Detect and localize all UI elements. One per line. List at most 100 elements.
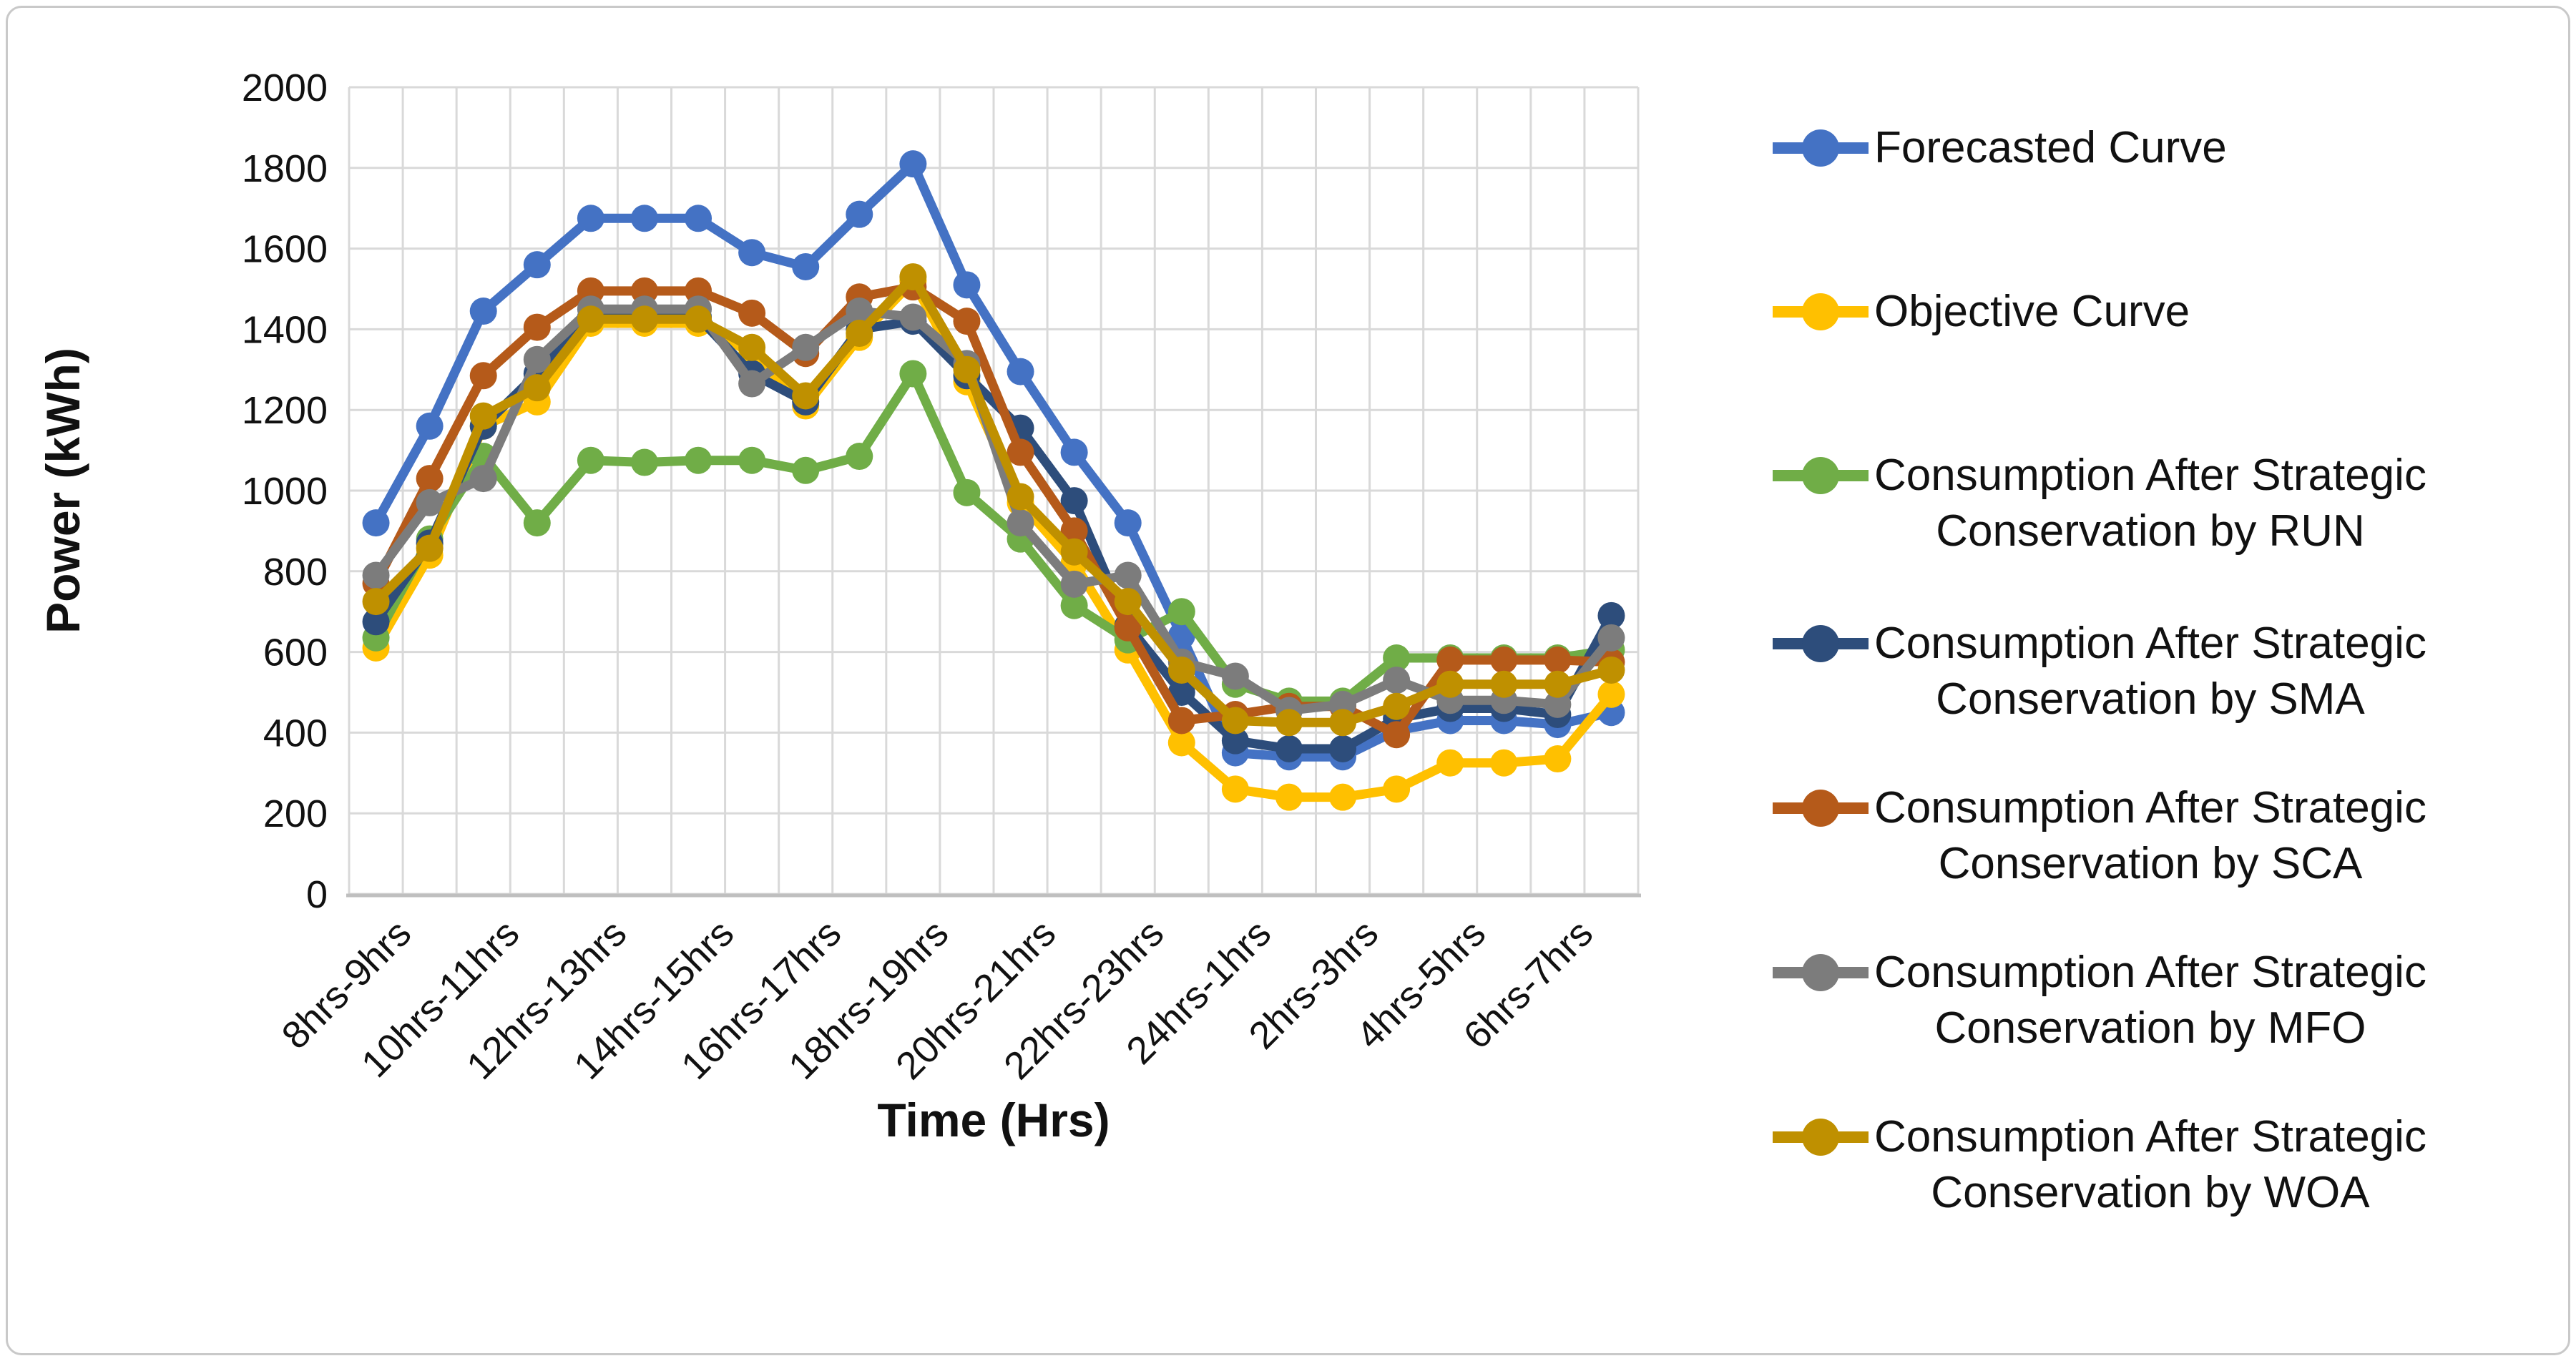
- legend-swatch-line-icon: [1773, 293, 1869, 330]
- legend-label: Consumption After Strategic Conservation …: [1874, 780, 2426, 892]
- series-marker-consumption-after-strategic-conservation-by-mfo: [469, 465, 497, 493]
- series-marker-forecasted-curve: [1114, 509, 1142, 537]
- series-marker-consumption-after-strategic-conservation-by-woa: [469, 402, 497, 430]
- legend-swatch-line-icon: [1773, 625, 1869, 662]
- series-marker-consumption-after-strategic-conservation-by-mfo: [1114, 561, 1142, 589]
- series-marker-consumption-after-strategic-conservation-by-woa: [685, 305, 712, 333]
- series-marker-forecasted-curve: [846, 200, 873, 228]
- legend-label: Objective Curve: [1874, 284, 2190, 340]
- legend-swatch-line-icon: [1773, 954, 1869, 991]
- series-marker-consumption-after-strategic-conservation-by-sca: [416, 465, 444, 493]
- series-marker-consumption-after-strategic-conservation-by-woa: [1490, 670, 1518, 698]
- legend-label: Consumption After Strategic Conservation …: [1874, 1109, 2426, 1221]
- series-marker-consumption-after-strategic-conservation-by-woa: [1544, 670, 1572, 698]
- y-tick-label: 600: [263, 632, 328, 674]
- series-marker-consumption-after-strategic-conservation-by-woa: [630, 305, 658, 333]
- series-marker-consumption-after-strategic-conservation-by-woa: [738, 333, 766, 361]
- series-marker-consumption-after-strategic-conservation-by-run: [846, 443, 873, 471]
- series-marker-forecasted-curve: [469, 298, 497, 325]
- series-marker-consumption-after-strategic-conservation-by-sma: [362, 608, 390, 636]
- series-marker-consumption-after-strategic-conservation-by-mfo: [1221, 662, 1249, 690]
- series-marker-consumption-after-strategic-conservation-by-woa: [846, 320, 873, 348]
- series-marker-consumption-after-strategic-conservation-by-sca: [1490, 646, 1518, 674]
- series-marker-consumption-after-strategic-conservation-by-woa: [1060, 538, 1088, 566]
- series-marker-consumption-after-strategic-conservation-by-run: [953, 478, 981, 506]
- legend-label-line1: Consumption After Strategic: [1874, 619, 2426, 668]
- series-marker-forecasted-curve: [738, 239, 766, 267]
- series-marker-forecasted-curve: [685, 205, 712, 232]
- series-marker-forecasted-curve: [523, 251, 551, 279]
- series-marker-consumption-after-strategic-conservation-by-woa: [1275, 709, 1303, 737]
- series-marker-consumption-after-strategic-conservation-by-mfo: [899, 303, 927, 331]
- legend-swatch-line-icon: [1773, 129, 1869, 167]
- y-tick-label: 2000: [242, 67, 328, 109]
- series-marker-consumption-after-strategic-conservation-by-woa: [1007, 483, 1034, 511]
- series-marker-consumption-after-strategic-conservation-by-sma: [1221, 727, 1249, 755]
- series-marker-consumption-after-strategic-conservation-by-sma: [1329, 734, 1357, 762]
- legend-label-line2: Conservation by SCA: [1938, 839, 2363, 888]
- legend-item-1: Forecasted Curve: [1773, 120, 2227, 176]
- series-marker-objective-curve: [1329, 783, 1357, 811]
- series-marker-consumption-after-strategic-conservation-by-woa: [1114, 588, 1142, 616]
- series-marker-forecasted-curve: [416, 412, 444, 440]
- series-marker-consumption-after-strategic-conservation-by-mfo: [362, 561, 390, 589]
- series-marker-consumption-after-strategic-conservation-by-woa: [953, 355, 981, 383]
- legend-label: Consumption After Strategic Conservation …: [1874, 616, 2426, 727]
- series-marker-consumption-after-strategic-conservation-by-sma: [1060, 487, 1088, 515]
- legend-label-line2: Conservation by WOA: [1931, 1168, 2370, 1217]
- series-marker-consumption-after-strategic-conservation-by-mfo: [1544, 690, 1572, 718]
- series-marker-consumption-after-strategic-conservation-by-mfo: [738, 370, 766, 398]
- legend-label: Consumption After Strategic Conservation …: [1874, 945, 2426, 1056]
- y-tick-label: 1800: [242, 147, 328, 190]
- series-marker-consumption-after-strategic-conservation-by-run: [1060, 591, 1088, 619]
- series-marker-consumption-after-strategic-conservation-by-run: [1167, 598, 1195, 626]
- series-marker-forecasted-curve: [953, 271, 981, 299]
- series-marker-forecasted-curve: [899, 150, 927, 178]
- legend-label-line1: Consumption After Strategic: [1874, 783, 2426, 832]
- legend-label-line1: Forecasted Curve: [1874, 123, 2227, 172]
- series-marker-consumption-after-strategic-conservation-by-sca: [1114, 614, 1142, 642]
- y-tick-label: 1400: [242, 308, 328, 351]
- series-marker-forecasted-curve: [792, 252, 820, 280]
- series-marker-consumption-after-strategic-conservation-by-woa: [1221, 707, 1249, 734]
- series-marker-consumption-after-strategic-conservation-by-run: [738, 446, 766, 474]
- legend-item-2: Objective Curve: [1773, 284, 2190, 340]
- series-marker-consumption-after-strategic-conservation-by-woa: [1436, 670, 1464, 698]
- series-marker-forecasted-curve: [577, 205, 604, 232]
- series-marker-consumption-after-strategic-conservation-by-sma: [1597, 601, 1625, 629]
- series-marker-objective-curve: [1221, 775, 1249, 803]
- series-marker-consumption-after-strategic-conservation-by-sca: [738, 299, 766, 327]
- series-marker-consumption-after-strategic-conservation-by-woa: [1167, 656, 1195, 684]
- legend-label-line1: Consumption After Strategic: [1874, 948, 2426, 997]
- series-marker-objective-curve: [1544, 745, 1572, 773]
- y-tick-label: 1200: [242, 389, 328, 432]
- y-tick-label: 800: [263, 551, 328, 594]
- legend-swatch-line-icon: [1773, 1119, 1869, 1156]
- legend-label-line2: Conservation by MFO: [1934, 1003, 2366, 1053]
- series-marker-consumption-after-strategic-conservation-by-run: [523, 509, 551, 537]
- series-marker-consumption-after-strategic-conservation-by-sca: [1436, 646, 1464, 674]
- series-marker-objective-curve: [1597, 680, 1625, 708]
- legend-swatch-line-icon: [1773, 457, 1869, 494]
- y-tick-label: 1600: [242, 228, 328, 271]
- series-marker-consumption-after-strategic-conservation-by-run: [899, 360, 927, 388]
- legend-label-line1: Consumption After Strategic: [1874, 451, 2426, 500]
- series-marker-consumption-after-strategic-conservation-by-run: [577, 446, 604, 474]
- series-marker-consumption-after-strategic-conservation-by-woa: [1597, 656, 1625, 684]
- legend-item-4: Consumption After Strategic Conservation …: [1773, 616, 2426, 727]
- series-marker-objective-curve: [1275, 783, 1303, 811]
- series-marker-consumption-after-strategic-conservation-by-woa: [1383, 692, 1411, 720]
- series-marker-objective-curve: [1490, 749, 1518, 777]
- series-marker-consumption-after-strategic-conservation-by-mfo: [1597, 624, 1625, 652]
- series-marker-objective-curve: [1383, 775, 1411, 803]
- legend-label: Forecasted Curve: [1874, 120, 2227, 176]
- series-marker-consumption-after-strategic-conservation-by-woa: [577, 305, 604, 333]
- series-marker-consumption-after-strategic-conservation-by-mfo: [1060, 570, 1088, 598]
- legend-label-line2: Conservation by SMA: [1936, 674, 2365, 724]
- legend-label-line2: Conservation by RUN: [1936, 506, 2365, 556]
- y-tick-label: 0: [306, 873, 328, 916]
- series-marker-consumption-after-strategic-conservation-by-sma: [1275, 734, 1303, 762]
- y-axis-title: Power (kWh): [36, 348, 89, 634]
- series-marker-consumption-after-strategic-conservation-by-run: [792, 456, 820, 484]
